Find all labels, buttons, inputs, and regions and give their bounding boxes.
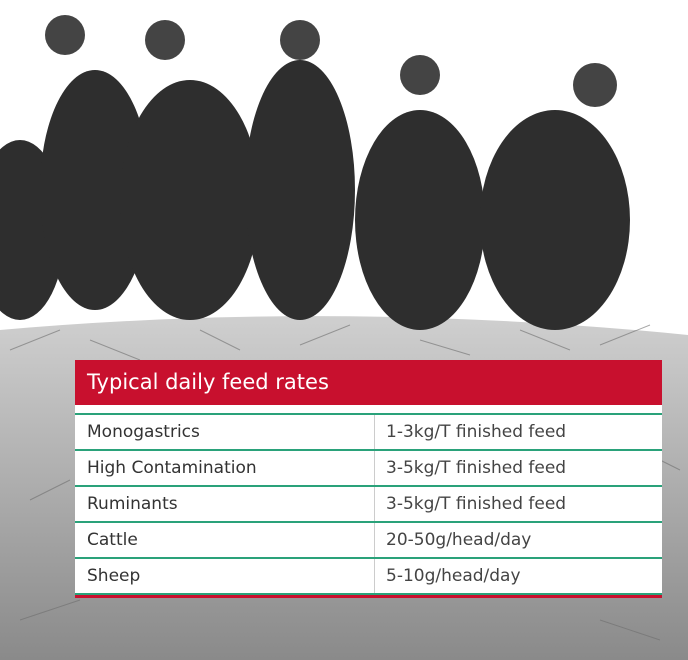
- animal-type: High Contamination: [75, 451, 374, 485]
- page: Typical daily feed rates Monogastrics1-3…: [0, 0, 688, 660]
- feed-rate: 5-10g/head/day: [374, 559, 662, 593]
- feed-rate: 1-3kg/T finished feed: [374, 415, 662, 449]
- feed-rate: 20-50g/head/day: [374, 523, 662, 557]
- feed-rate: 3-5kg/T finished feed: [374, 451, 662, 485]
- feed-rate: 3-5kg/T finished feed: [374, 487, 662, 521]
- table-title: Typical daily feed rates: [75, 360, 662, 405]
- animal-type: Monogastrics: [75, 415, 374, 449]
- animal-type: Sheep: [75, 559, 374, 593]
- animal-type: Cattle: [75, 523, 374, 557]
- animal-type: Ruminants: [75, 487, 374, 521]
